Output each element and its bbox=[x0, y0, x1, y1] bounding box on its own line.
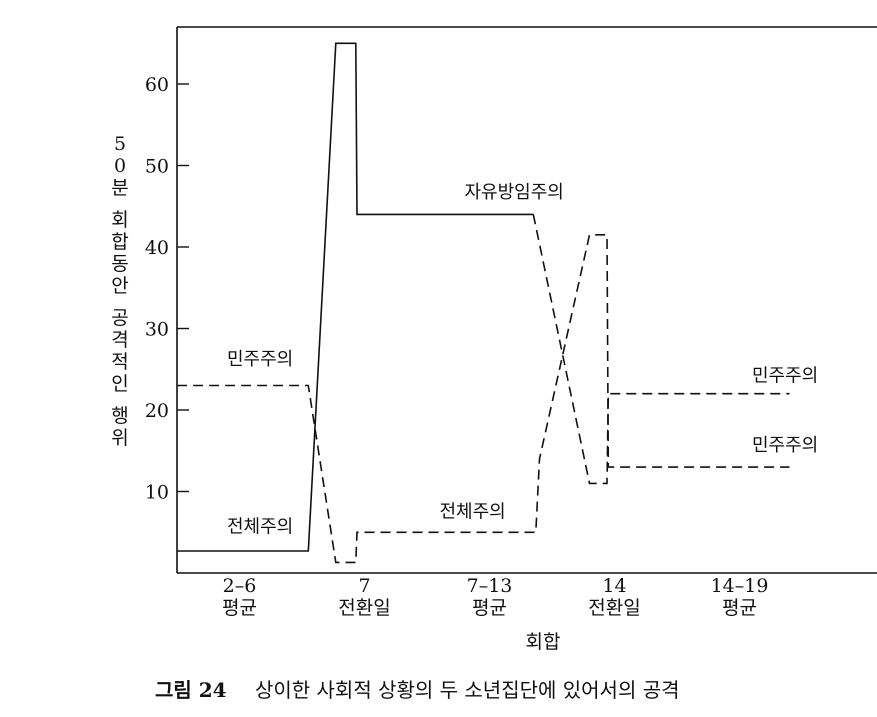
y-axis-label-char: 인 bbox=[111, 373, 128, 395]
y-axis-label-char: 분 bbox=[111, 177, 128, 199]
series-group bbox=[177, 42, 790, 564]
y-tick-label: 60 bbox=[145, 74, 169, 96]
x-tick-label: 2–6 bbox=[223, 575, 257, 597]
caption-text: 상이한 사회적 상황의 두 소년집단에 있어서의 공격 bbox=[255, 678, 680, 702]
y-axis-label-char: 행 bbox=[111, 405, 128, 427]
y-tick-label: 50 bbox=[145, 156, 169, 178]
y-tick-label: 40 bbox=[145, 237, 169, 259]
x-tick-sublabel: 전환일 bbox=[338, 597, 390, 619]
x-tick-sublabel: 평균 bbox=[472, 597, 507, 619]
plot-frame bbox=[176, 26, 877, 574]
series-line-dashed-1 bbox=[177, 234, 790, 564]
y-axis-label-char: 회 bbox=[111, 209, 128, 231]
series-annotation: 민주주의 bbox=[752, 365, 818, 386]
x-tick-label: 7 bbox=[358, 575, 370, 597]
y-axis-label-char: 동 bbox=[111, 253, 128, 275]
series-annotation: 전체주의 bbox=[440, 502, 506, 523]
y-axis-label-char: 0 bbox=[114, 155, 126, 177]
series-annotation: 민주주의 bbox=[227, 349, 293, 370]
y-tick-label: 10 bbox=[145, 482, 169, 504]
y-axis-label-char: 적 bbox=[111, 351, 128, 373]
series-annotation: 자유방임주의 bbox=[465, 182, 564, 203]
y-axis-label-char: 공 bbox=[111, 307, 128, 329]
x-tick-sublabel: 평균 bbox=[222, 597, 257, 619]
y-axis-ticks: 10 20 30 40 50 60 bbox=[145, 74, 189, 504]
x-tick-label: 14–19 bbox=[711, 575, 769, 597]
x-axis-label: 회합 bbox=[526, 631, 561, 653]
y-axis-label-char: 위 bbox=[111, 427, 128, 449]
x-tick-sublabel: 평균 bbox=[722, 597, 757, 619]
figure-caption: 그림 24 상이한 사회적 상황의 두 소년집단에 있어서의 공격 bbox=[155, 678, 680, 702]
series-line-dashed-2 bbox=[532, 214, 790, 485]
y-tick-label: 30 bbox=[145, 319, 169, 341]
caption-number: 그림 24 bbox=[155, 678, 227, 702]
y-axis-label-char: 안 bbox=[111, 275, 128, 297]
x-tick-label: 14 bbox=[602, 575, 626, 597]
series-annotation: 민주주의 bbox=[752, 435, 818, 456]
series-line-solid-0 bbox=[177, 42, 534, 552]
y-tick-label: 20 bbox=[145, 400, 169, 422]
y-axis-label-char: 합 bbox=[111, 231, 128, 253]
y-axis-label-char: 5 bbox=[114, 133, 126, 155]
x-tick-label: 7–13 bbox=[467, 575, 513, 597]
series-annotation: 전체주의 bbox=[227, 516, 293, 537]
x-tick-sublabel: 전환일 bbox=[588, 597, 640, 619]
y-axis-label-char: 격 bbox=[111, 329, 128, 351]
